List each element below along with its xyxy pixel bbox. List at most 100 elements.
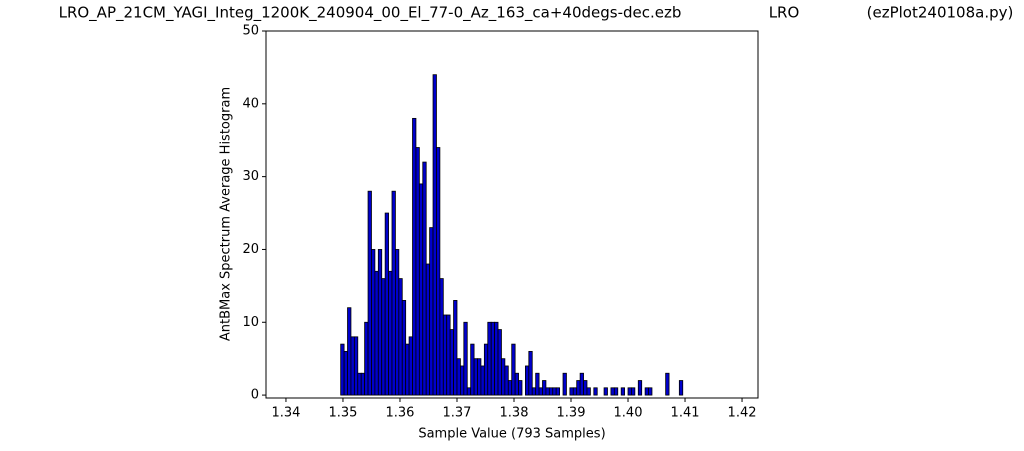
bar [422, 161, 427, 396]
bar [562, 372, 567, 396]
y-tick-label: 50 [242, 24, 259, 39]
bar [353, 336, 359, 396]
bar [583, 380, 588, 396]
bar [518, 380, 523, 396]
bar [501, 358, 506, 396]
bar [531, 387, 537, 396]
bar [490, 321, 496, 396]
bar [620, 387, 625, 396]
bar [483, 343, 489, 396]
bar [391, 190, 396, 396]
y-tick-label: 30 [242, 169, 259, 184]
bar [555, 387, 561, 396]
bar [497, 329, 502, 396]
bar [347, 307, 352, 396]
bar [367, 190, 372, 396]
bar [548, 387, 554, 396]
annotation: LRO [769, 4, 800, 22]
bar [340, 343, 345, 396]
y-tick-label: 0 [251, 388, 259, 403]
bar [395, 249, 400, 396]
bar [473, 358, 478, 396]
bar [460, 365, 465, 396]
bar [494, 321, 499, 396]
bar [449, 329, 454, 396]
x-tick-label: 1.36 [385, 406, 414, 421]
bar [425, 263, 431, 396]
bar [384, 212, 389, 396]
bar [593, 387, 598, 396]
bar [514, 372, 519, 396]
x-tick-label: 1.37 [443, 406, 472, 421]
bar [357, 372, 362, 396]
bar [446, 314, 451, 396]
bar [374, 270, 379, 396]
x-axis-label: Sample Value (793 Samples) [418, 427, 605, 442]
bar [439, 278, 444, 396]
bar [586, 387, 591, 396]
bar [507, 380, 513, 396]
bar [637, 380, 643, 396]
bar [572, 387, 578, 396]
bar [576, 380, 581, 396]
bar [463, 321, 468, 396]
bar [524, 365, 530, 396]
bar [545, 387, 550, 396]
bar [678, 380, 684, 396]
bar [398, 278, 403, 396]
bar [350, 336, 355, 396]
y-axis-label: AntBMax Spectrum Average Histogram [219, 87, 234, 341]
bar [470, 343, 475, 396]
bar [377, 249, 383, 396]
bar [412, 117, 417, 396]
bar [552, 387, 557, 396]
bar [644, 387, 649, 396]
bar [343, 350, 348, 396]
plot-frame [265, 30, 759, 399]
bar [418, 183, 424, 396]
bar [381, 278, 386, 396]
bar [405, 343, 410, 396]
bar [480, 365, 485, 396]
bar [429, 227, 434, 396]
bar [432, 74, 437, 396]
bar [415, 147, 420, 396]
bar [436, 147, 441, 396]
bar [648, 387, 653, 396]
bar [360, 372, 366, 396]
bar [579, 372, 584, 396]
bar [528, 350, 533, 396]
bar [408, 336, 413, 396]
y-tick-label: 10 [242, 315, 259, 330]
x-tick-label: 1.35 [328, 406, 357, 421]
bar [364, 321, 369, 396]
bar [401, 300, 407, 396]
bar [538, 387, 543, 396]
x-tick-label: 1.38 [500, 406, 529, 421]
annotation: (ezPlot240108a.py) [867, 4, 1014, 22]
bar [613, 387, 619, 396]
bar [487, 321, 492, 396]
chart-title: LRO_AP_21CM_YAGI_Integ_1200K_240904_00_E… [59, 4, 682, 23]
bar [504, 365, 509, 396]
x-tick-label: 1.34 [271, 406, 300, 421]
bar [466, 387, 472, 396]
bar [453, 300, 458, 396]
bar [456, 358, 461, 396]
x-tick-label: 1.39 [557, 406, 586, 421]
bar [610, 387, 615, 396]
x-tick-label: 1.40 [614, 406, 643, 421]
bar [535, 372, 540, 396]
y-tick-label: 20 [242, 242, 259, 257]
bar [627, 387, 632, 396]
x-tick-label: 1.41 [671, 406, 700, 421]
y-tick-label: 40 [242, 96, 259, 111]
bar [371, 249, 376, 396]
bar [542, 380, 547, 396]
x-tick-label: 1.42 [728, 406, 757, 421]
bar [665, 372, 670, 396]
bar [511, 343, 516, 396]
bar [388, 270, 393, 396]
bar [569, 387, 574, 396]
